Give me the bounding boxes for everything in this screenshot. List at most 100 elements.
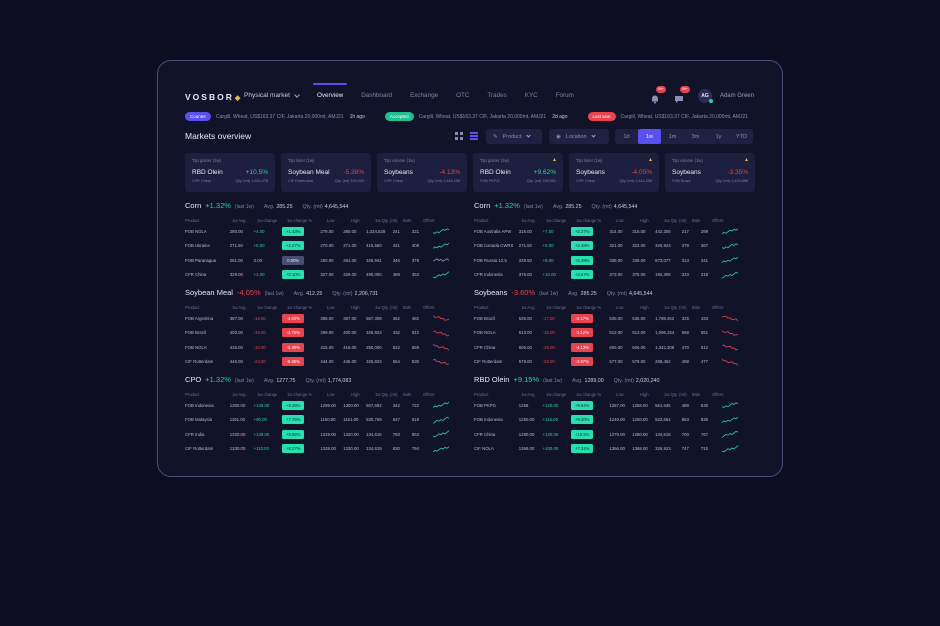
sparkline-icon [721, 431, 738, 439]
table-row[interactable]: FOB Ukraine 271.50 +6.50 +2.27% 270.00 271.00… [185, 239, 450, 254]
table-row[interactable]: FOB Canada CWRS 271.50 +6.00 +2.48% 321.00 32… [474, 239, 739, 254]
tab-exchange[interactable]: Exchange [410, 92, 439, 99]
table-row[interactable]: FOB NOLA 513.00 -16.00 -3.12% 512.00 513.00 1,… [474, 326, 739, 341]
section-header[interactable]: Corn +1.32% (last 1w) Avg. 285.25 Qty. (mt) 4,… [185, 201, 450, 210]
col-change-cell: +120.00 [542, 402, 559, 408]
col-avg-cell: 271.50 [229, 243, 243, 249]
ticker-item[interactable]: Accepted Cargill, Wheat, US$163.37 CIF, J… [384, 112, 568, 121]
card-location: FOB PKPG [480, 179, 500, 183]
market-select[interactable]: Physical market [244, 91, 300, 99]
col-product-cell: FOB Brazil [185, 330, 206, 336]
card-label: Top loser (1w) [576, 158, 603, 163]
table-row[interactable]: FOB Indonesia 1300.00 +130.00 +9.28% 1299.00… [185, 398, 450, 413]
ticker-item[interactable]: Counter Cargill, Wheat, US$163.37 CIF, Ja… [185, 112, 365, 121]
summary-card[interactable]: Top volume (1w) Soybeans -4.13% CFR China Qt… [377, 153, 467, 192]
period-1y[interactable]: 1y [715, 133, 722, 140]
col-avg-cell: 271.50 [518, 243, 532, 249]
section-header[interactable]: Soybeans -3.60% (last 1w) Avg. 285.25 Qty. (m… [474, 288, 739, 297]
col-low-cell: 535.00 [609, 315, 623, 321]
col-offers-cell: 569 [411, 344, 420, 350]
period-1d[interactable]: 1d [623, 133, 630, 140]
sparkline-icon [721, 329, 738, 336]
col-bids-cell: 700 [681, 431, 689, 437]
logo[interactable]: VOSBOR◆ [185, 92, 243, 102]
card-sub: CIF Rotterdam Qty. (mt) 309,003 [288, 179, 364, 183]
table-row[interactable]: FOB Paranagua 261.00 0.00 0.00% 260.00 261.00… [185, 253, 450, 268]
table-row[interactable]: FOB Australia APW 315.00 +7.00 +2.27% 314.00… [474, 224, 739, 239]
sparkline-icon [432, 258, 450, 262]
summary-card[interactable]: Top loser (1w) Soybean Meal -5.38% CIF Rott… [281, 153, 371, 192]
table-row[interactable]: CFR China 329.00 +1.00 +0.10% 327.00 329.00 49… [185, 268, 450, 283]
user-name[interactable]: Adam Green [719, 93, 754, 99]
period-ytd[interactable]: YTD [736, 133, 747, 140]
tab-trades[interactable]: Trades [487, 92, 507, 99]
card-change: -3.35% [727, 169, 748, 176]
col-offers-cell: 794 [411, 446, 420, 452]
summary-card[interactable]: Top gainer (1w) RBD Olein +10.5% CFR China Q… [185, 153, 275, 192]
summary-card[interactable]: Top loser (1w) ▲ Soybeans -4.05% CFR China Qt… [569, 153, 659, 192]
table-row[interactable]: FOB NOLA 280.00 +4.00 +1.43% 279.00 280.00 1,3… [185, 224, 450, 239]
col-high-cell: 261.00 [343, 257, 357, 263]
table-row[interactable]: CFR India 1320.00 +130.00 +9.85% 1319.00 1320… [185, 427, 450, 442]
col-avg-cell: 387.00 [229, 315, 243, 321]
col-bids: Bids [403, 217, 412, 223]
tab-forum[interactable]: Forum [555, 92, 574, 99]
col-low: Low [616, 217, 624, 223]
summary-card[interactable]: Top gainer (1w) ▲ RBD Olein +9.62% FOB PKPG Q… [473, 153, 563, 192]
product-filter[interactable]: ✎ Product [486, 129, 542, 144]
table-row[interactable]: CIF Rotterdam 446.00 -24.00 -5.38% 444.00 446… [185, 355, 450, 370]
col-avg-cell: 375.00 [518, 272, 532, 278]
col-change-cell: 0.00 [253, 257, 262, 263]
chat-icon[interactable]: 99+ [674, 86, 690, 103]
section-header[interactable]: RBD Olein +9.15% (last 1w) Avg. 1289.00 Qty. … [474, 375, 739, 384]
section-qty: Qty. (mt) 2,020,240 [614, 378, 660, 384]
tab-otc[interactable]: OTC [456, 92, 470, 99]
ticker-item[interactable]: Lost won Cargill, Wheat, US$163.37 CIF, J… [587, 112, 748, 121]
ticker-time: 2d ago [552, 113, 568, 120]
card-label: Top gainer (1w) [480, 158, 509, 163]
table-row[interactable]: CIF Rotterdam 579.00 -23.00 -3.97% 577.00 579… [474, 355, 739, 370]
sparkline-icon [432, 315, 449, 321]
summary-card[interactable]: Top volume (1w) ▲ Soybeans -3.35% FOB Brazil… [665, 153, 755, 192]
avatar[interactable]: AG [697, 89, 713, 103]
section-header[interactable]: Corn +1.32% (last 1w) Avg. 285.25 Qty. (mt) 4,… [474, 201, 739, 210]
tab-kyc[interactable]: KYC [524, 92, 538, 99]
tab-overview[interactable]: Overview [312, 83, 348, 105]
col-bids-cell: 362 [392, 315, 400, 321]
col-change-cell: +4.00 [253, 228, 265, 234]
table-row[interactable]: CFR China 606.00 -25.00 -4.13% 605.00 606.00 1… [474, 340, 739, 355]
table-row[interactable]: CIF Rotterdam 1330.00 +110.00 +8.27% 1328.00… [185, 442, 450, 457]
col-qty-cell: 415,560 [366, 243, 382, 249]
col-change-cell: -16.00 [253, 330, 266, 336]
table-row[interactable]: FOB Russia 12.5 339.50 +8.00 +2.39% 338.00 33… [474, 253, 739, 268]
table-row[interactable]: FOB Malaysia 1161.00 +90.00 +7.76% 1160.00 11… [185, 413, 450, 428]
period-1m[interactable]: 1m [668, 133, 677, 140]
period-1w[interactable]: 1w [638, 129, 661, 144]
card-location: CIF Rotterdam [288, 179, 313, 183]
col-avg-cell: 1280.00 [518, 431, 535, 437]
table-header: Product 1w Avg. 1w change 1w change % Low Hig… [474, 303, 739, 311]
section-header[interactable]: CPO +1.32% (last 1w) Avg. 1277.75 Qty. (mt) 1,… [185, 375, 450, 384]
col-offers-cell: 630 [700, 402, 709, 408]
list-view-icon[interactable] [470, 132, 478, 140]
table-row[interactable]: CFR Indonesia 375.00 +10.00 +2.67% 373.00 375… [474, 268, 739, 283]
table-row[interactable]: FOB Indonesia 1250.00 +115.00 +9.20% 1249.00… [474, 413, 739, 428]
table-row[interactable]: FOB Brazil 400.00 -16.00 -3.76% 399.00 400.00… [185, 326, 450, 341]
tab-dashboard[interactable]: Dashboard [361, 92, 393, 99]
col-change-cell: +100.00 [542, 446, 559, 452]
period-3m[interactable]: 3m [691, 133, 700, 140]
section-period: (last 1w) [264, 291, 284, 297]
section-header[interactable]: Soybean Meal -4.05% (last 1w) Avg. 412.25 Qty… [185, 288, 450, 297]
table-row[interactable]: FOB Argentina 387.00 -16.00 -4.03% 386.00 387… [185, 311, 450, 326]
grid-view-icon[interactable] [455, 132, 463, 140]
table-row[interactable]: FOB PKPG 1258 +120.00 +9.54% 1257.00 1258.00 5… [474, 398, 739, 413]
table-row[interactable]: FOB NOLA 416.00 -10.00 -2.40% 415.00 416.00 25… [185, 340, 450, 355]
col-low-cell: 1249.00 [609, 417, 625, 423]
table-row[interactable]: FOB Brazil 536.00 -17.00 -3.17% 535.00 536.00… [474, 311, 739, 326]
table-row[interactable]: CFR China 1280.00 +130.00 +10.5% 1279.00 1280… [474, 427, 739, 442]
table-row[interactable]: CIF NOLA 1368.00 +100.00 +7.31% 1366.00 1368.… [474, 442, 739, 457]
location-filter[interactable]: ◉ Location [549, 129, 609, 144]
col-offers-cell: 433 [700, 315, 709, 321]
bell-icon[interactable]: 99+ [650, 86, 666, 104]
col-bids-cell: 217 [681, 228, 689, 234]
